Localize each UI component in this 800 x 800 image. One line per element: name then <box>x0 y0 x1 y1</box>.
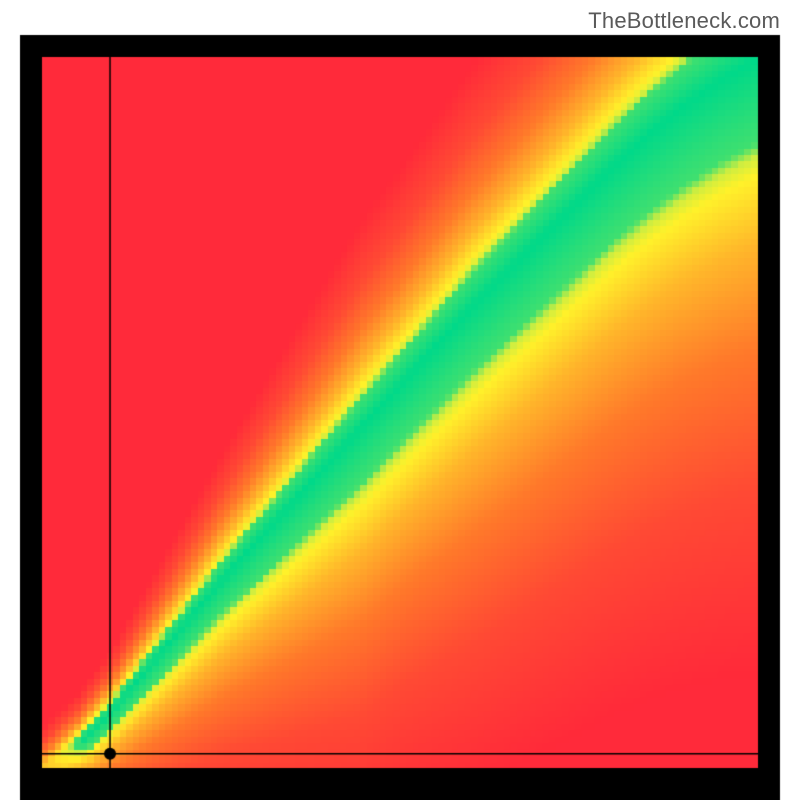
root-container: TheBottleneck.com <box>0 0 800 800</box>
bottleneck-heatmap <box>0 0 800 800</box>
watermark-text: TheBottleneck.com <box>588 8 780 34</box>
